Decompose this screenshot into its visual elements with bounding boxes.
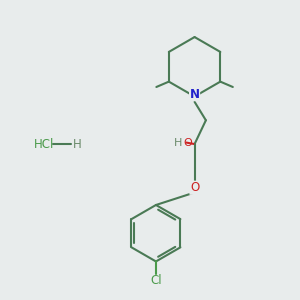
Text: O: O	[190, 181, 199, 194]
Text: H: H	[174, 138, 182, 148]
Text: HCl: HCl	[34, 138, 55, 151]
Text: H: H	[73, 138, 82, 151]
Text: N: N	[190, 88, 200, 100]
Text: Cl: Cl	[150, 274, 162, 287]
Text: O: O	[184, 138, 192, 148]
